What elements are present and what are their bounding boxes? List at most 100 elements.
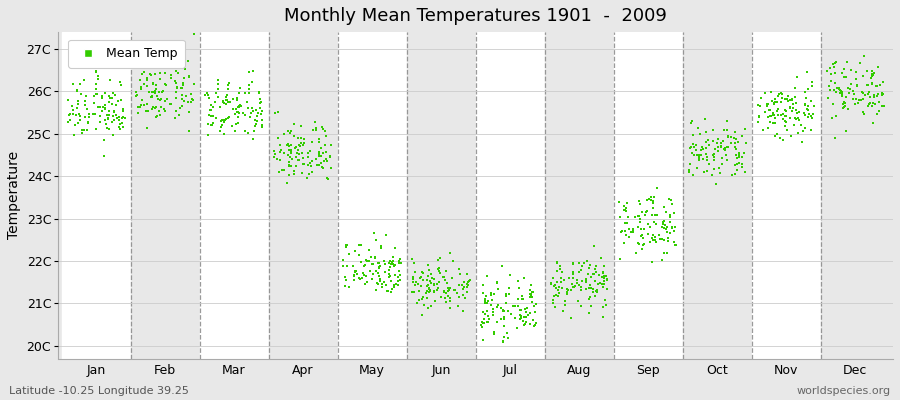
Point	[221, 98, 236, 105]
Point	[865, 81, 879, 88]
Point	[780, 126, 795, 133]
Point	[710, 140, 724, 146]
Point	[420, 295, 435, 302]
Point	[292, 157, 306, 164]
Point	[176, 74, 191, 81]
Point	[860, 68, 874, 75]
Point	[598, 297, 612, 303]
Point	[242, 82, 256, 88]
Point	[139, 108, 153, 114]
Point	[241, 130, 256, 136]
Point	[102, 99, 116, 105]
Point	[381, 288, 395, 294]
Point	[494, 305, 508, 312]
Point	[681, 168, 696, 175]
Point	[548, 292, 562, 299]
Point	[632, 240, 646, 247]
Point	[801, 86, 815, 92]
Point	[635, 242, 650, 248]
Point	[346, 276, 361, 283]
Point	[860, 82, 875, 88]
Point	[762, 107, 777, 114]
Point	[300, 175, 314, 182]
Point	[137, 69, 151, 75]
Point	[423, 280, 437, 286]
Point	[369, 287, 383, 294]
Point	[149, 86, 164, 92]
Point	[499, 293, 513, 299]
Point	[282, 159, 296, 166]
Point	[154, 88, 168, 95]
Point	[393, 256, 408, 262]
Point	[106, 90, 121, 96]
Point	[244, 79, 258, 86]
Point	[835, 91, 850, 97]
Point	[228, 110, 242, 117]
Point	[721, 144, 735, 150]
Point	[716, 138, 730, 144]
Point	[570, 280, 584, 287]
Point	[96, 104, 111, 110]
Point	[98, 90, 112, 96]
Point	[738, 126, 752, 133]
Point	[422, 286, 436, 292]
Point	[480, 300, 494, 306]
Point	[868, 83, 883, 89]
Point	[216, 98, 230, 105]
Point	[352, 252, 366, 258]
Point	[372, 260, 386, 266]
Point	[270, 156, 284, 162]
Point	[697, 169, 711, 176]
Point	[550, 268, 564, 274]
Point	[837, 74, 851, 80]
Point	[784, 133, 798, 139]
Point	[579, 286, 593, 292]
Point	[416, 294, 430, 300]
Point	[496, 308, 510, 314]
Point	[696, 146, 710, 152]
Point	[284, 147, 298, 153]
Point	[574, 267, 589, 273]
Point	[521, 312, 535, 318]
Point	[422, 287, 436, 294]
Point	[720, 127, 734, 133]
Point	[154, 96, 168, 102]
Point	[378, 232, 392, 238]
Point	[309, 156, 323, 163]
Point	[66, 81, 80, 87]
Bar	[614, 32, 682, 358]
Point	[461, 282, 475, 288]
Point	[305, 127, 320, 133]
Point	[314, 145, 328, 151]
Point	[148, 88, 162, 95]
Point	[387, 282, 401, 288]
Point	[829, 113, 843, 119]
Point	[667, 210, 681, 216]
Point	[484, 301, 499, 308]
Point	[377, 258, 392, 264]
Point	[452, 266, 466, 272]
Point	[753, 103, 768, 110]
Point	[827, 64, 842, 70]
Point	[662, 196, 677, 203]
Point	[292, 143, 307, 149]
Point	[718, 152, 733, 158]
Point	[149, 104, 164, 110]
Point	[700, 168, 715, 174]
Point	[665, 201, 680, 207]
Point	[523, 287, 537, 294]
Point	[242, 68, 256, 75]
Point	[778, 118, 792, 124]
Point	[804, 113, 818, 120]
Point	[222, 114, 237, 120]
Point	[560, 286, 574, 292]
Point	[293, 140, 308, 146]
Point	[501, 291, 516, 297]
Point	[113, 97, 128, 103]
Point	[382, 270, 397, 277]
Point	[362, 257, 376, 264]
Point	[461, 279, 475, 286]
Point	[772, 91, 787, 98]
Point	[728, 144, 742, 150]
Point	[450, 290, 464, 296]
